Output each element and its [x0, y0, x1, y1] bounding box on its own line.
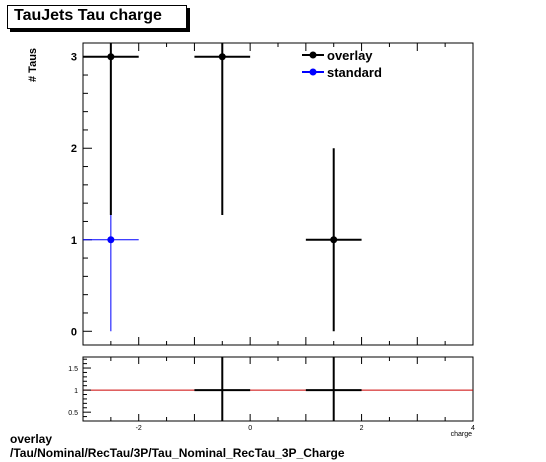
ratio-x-tick-label: 0 [248, 425, 252, 432]
ratio-frame [82, 356, 474, 422]
main-frame [82, 42, 474, 346]
footer-path: /Tau/Nominal/RecTau/3P/Tau_Nominal_RecTa… [10, 446, 345, 460]
chart-title: TauJets Tau charge [14, 7, 162, 24]
overlay-point-marker [330, 236, 338, 244]
standard-point-marker [107, 236, 115, 244]
overlay-point-marker [107, 53, 115, 61]
legend-marker-overlay [309, 51, 317, 59]
ratio-plot-area: 0.5 1 1.5 -2 0 2 4 [68, 356, 475, 432]
y-tick-label: 0 [71, 326, 77, 338]
main-plot-area: 0 1 2 3 overlay standard [71, 42, 474, 346]
y-tick-label: 3 [71, 52, 77, 64]
y-tick-label: 2 [71, 143, 77, 155]
ratio-x-tick-label: 2 [360, 425, 364, 432]
ratio-x-tick-label: 4 [471, 425, 475, 432]
overlay-point-marker [218, 53, 226, 61]
ratio-y-tick-label: 1 [74, 388, 78, 395]
ratio-y-tick-label: 0.5 [68, 410, 78, 417]
ratio-y-tick-label: 1.5 [68, 366, 78, 373]
legend-marker-standard [309, 68, 317, 76]
x-axis-label: charge [451, 431, 473, 438]
ratio-x-tick-label: -2 [136, 425, 142, 432]
footer-label: overlay [10, 432, 53, 446]
y-tick-label: 1 [71, 235, 77, 247]
y-axis-label: # Taus [27, 48, 39, 82]
legend-label-overlay: overlay [327, 48, 373, 63]
chart-title-box: TauJets Tau charge [7, 5, 187, 29]
legend-label-standard: standard [327, 65, 382, 80]
